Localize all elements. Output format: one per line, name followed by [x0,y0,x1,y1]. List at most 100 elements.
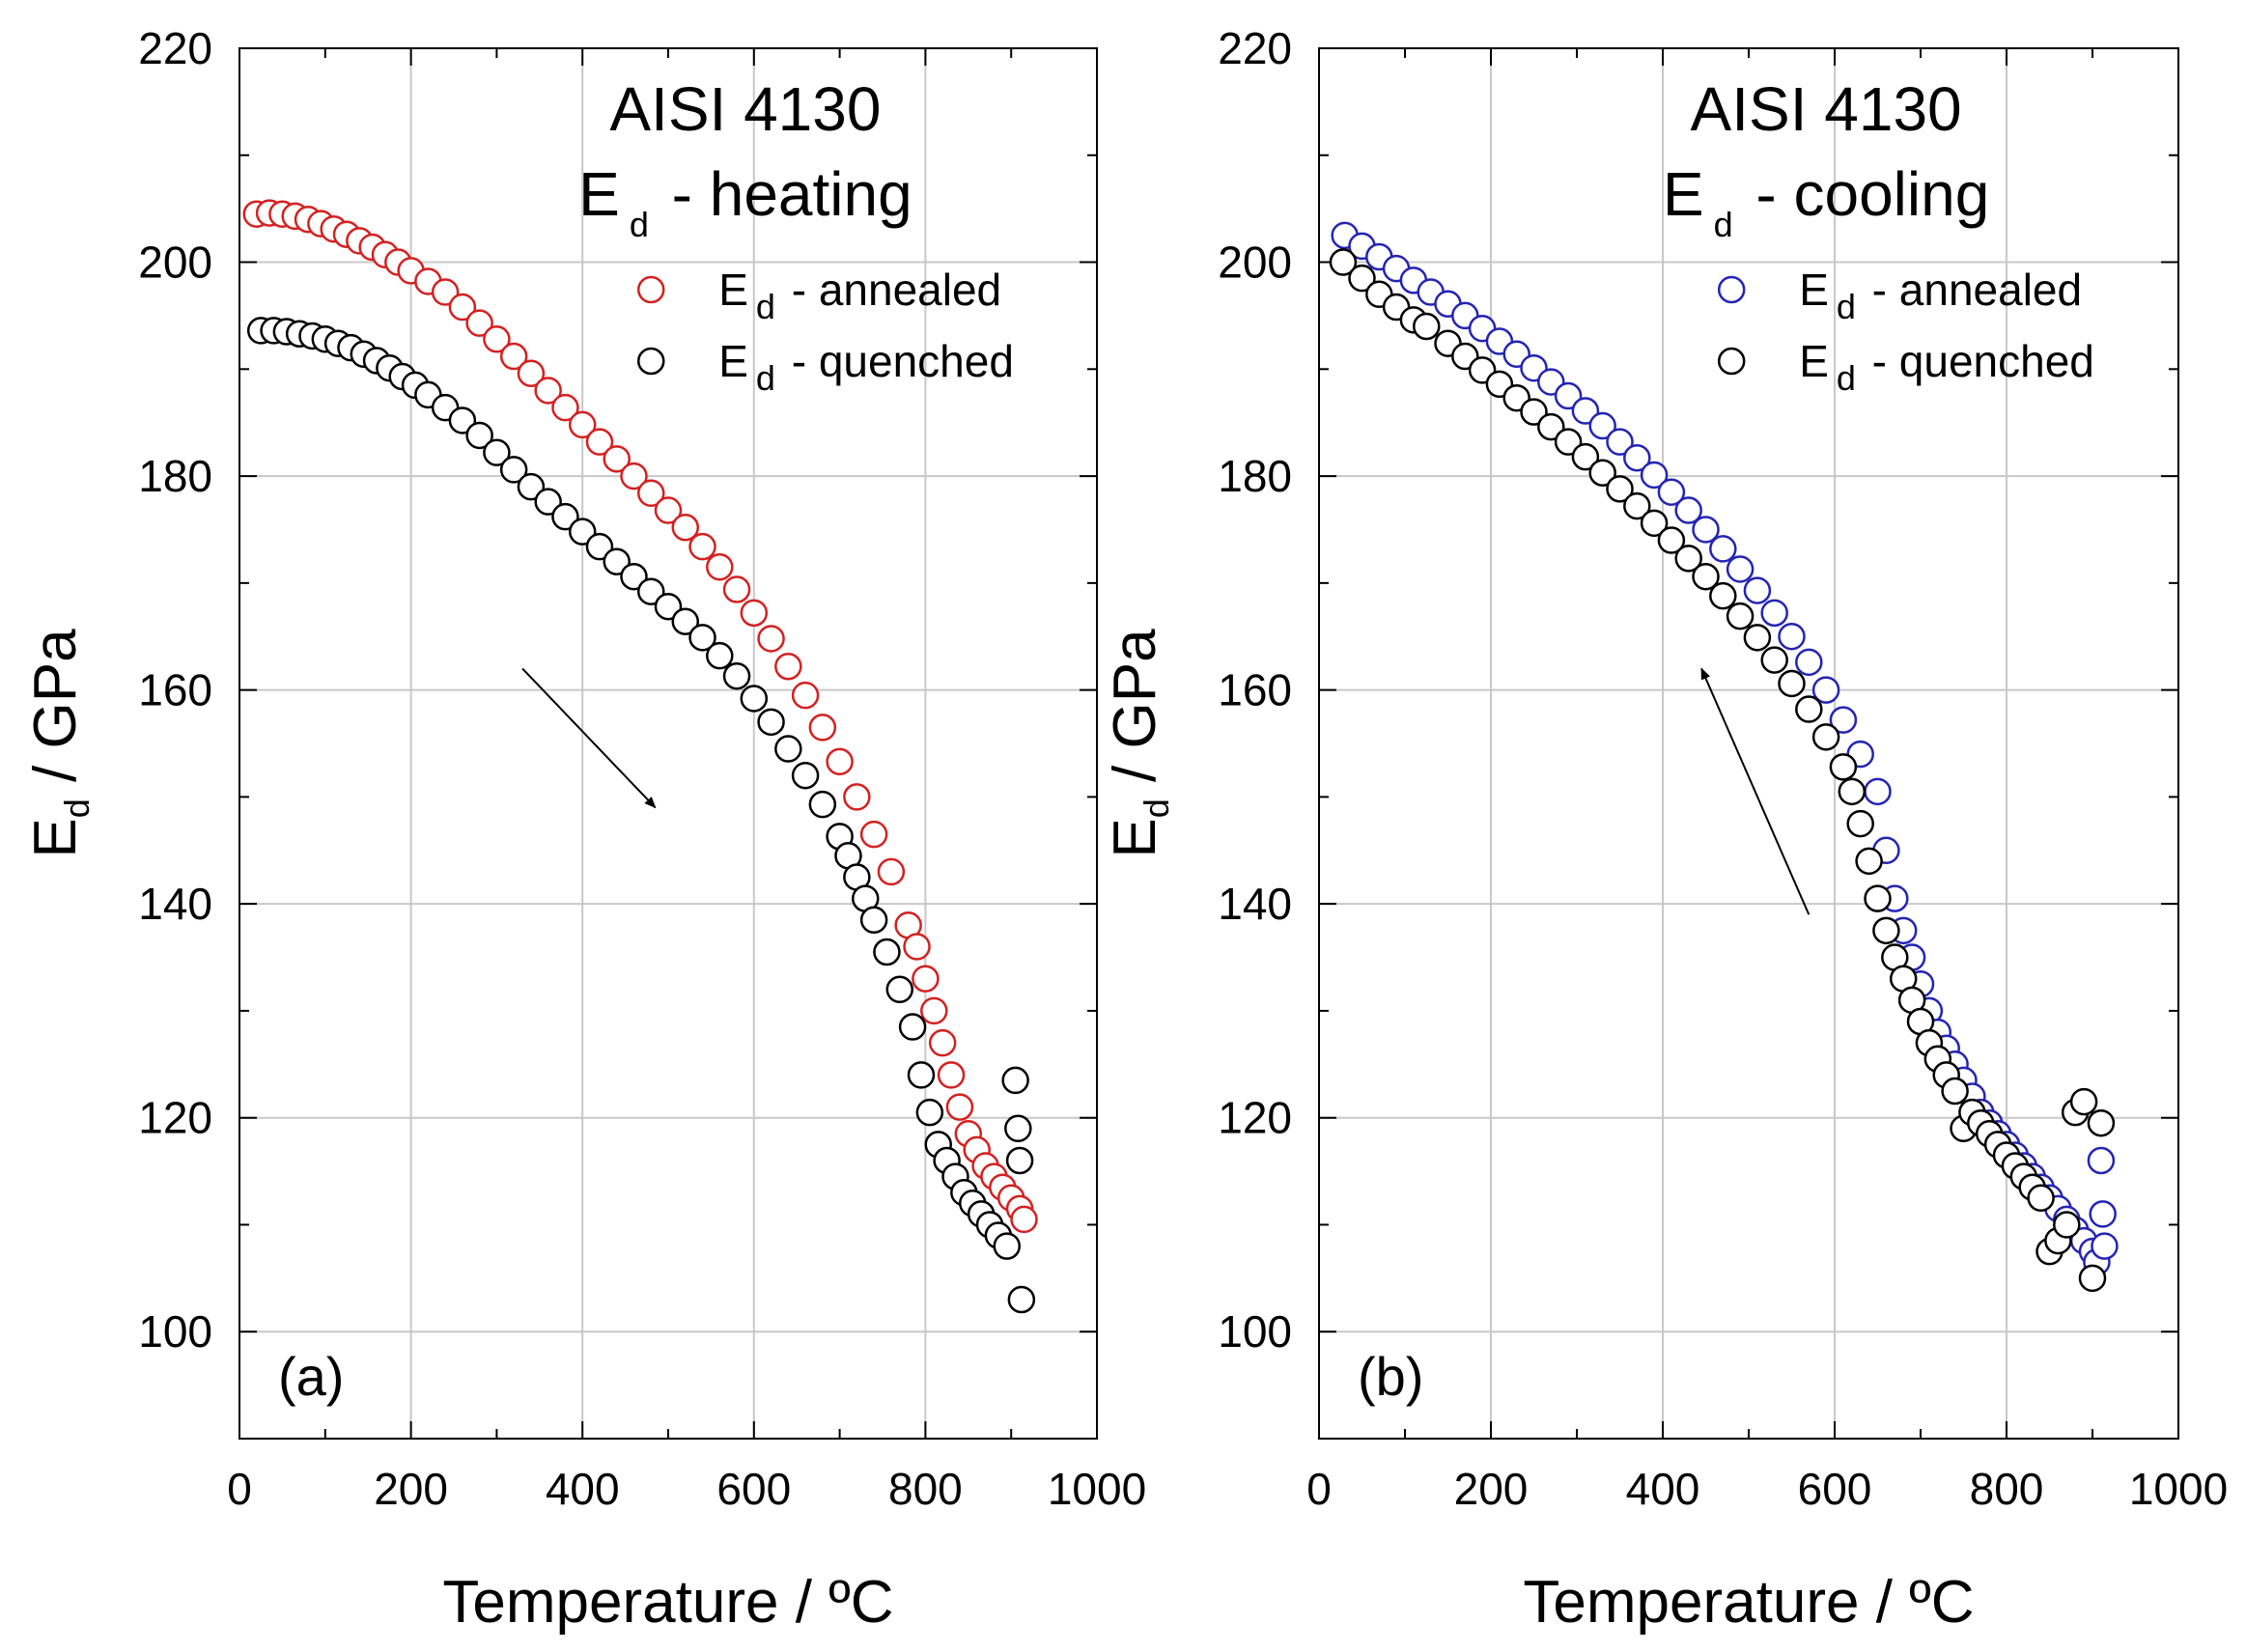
y-tick-label: 140 [1218,879,1292,929]
y-tick-label: 180 [1218,451,1292,501]
data-point [1623,491,1651,520]
data-point [671,607,700,635]
data-point [1010,1205,1038,1234]
data-point [873,938,901,966]
data-point [671,513,700,542]
data-point [1623,443,1651,472]
data-point [1941,1077,1969,1106]
legend-marker [636,275,665,304]
data-point [2069,1087,2098,1116]
data-point [774,735,802,763]
data-point [1778,669,1806,698]
data-point [903,933,931,961]
chart-title-line1: AISI 4130 [609,74,881,144]
data-point [907,1061,936,1089]
data-point [1855,847,1883,876]
data-point [1778,622,1806,651]
data-point [1743,576,1772,604]
data-point [2091,1232,2119,1260]
y-tick-label: 180 [138,451,212,501]
data-point [431,278,460,306]
data-point [808,790,837,819]
x-tick-label: 400 [1626,1464,1700,1514]
data-point [1571,442,1600,471]
series-annealed [242,199,1038,1234]
data-point [898,1013,927,1041]
data-point [774,652,802,681]
data-point [1657,526,1686,554]
x-tick-label: 200 [1454,1464,1529,1514]
data-point [568,518,597,546]
data-point [568,410,597,439]
legend-marker [636,347,665,376]
data-point [1709,535,1737,563]
data-point [1760,599,1788,628]
data-point [2078,1264,2107,1293]
data-point [1606,475,1634,503]
data-point [603,547,631,575]
data-point [706,552,734,581]
data-point [483,325,511,353]
data-point [1760,646,1788,674]
data-point [885,975,914,1004]
data-point [1726,555,1755,583]
data-point [1795,695,1823,723]
y-axis-title: Ed / GPa [22,629,97,858]
data-point [1348,264,1376,293]
series-quenched [1329,248,2116,1293]
y-tick-label: 140 [138,879,212,929]
data-point [1811,723,1840,751]
data-point [1657,478,1686,506]
data-point [636,479,665,508]
data-point [1692,516,1720,544]
data-point [1872,916,1900,945]
y-tick-label: 200 [1218,238,1292,288]
data-point [1588,459,1616,488]
y-tick-label: 220 [138,23,212,73]
y-tick-label: 120 [138,1093,212,1143]
panel-a: 0 200 400 600 800 1000 100 120 140 160 180 200 220 Te… [22,23,1146,1636]
data-point [1811,676,1840,704]
data-point [920,996,948,1025]
data-point [448,293,477,322]
x-tick-label: 600 [716,1464,791,1514]
x-axis-title: Temperature / ºC [1523,1569,1974,1636]
direction-arrow [1700,667,1811,915]
y-tick-label: 160 [138,665,212,715]
data-point [843,783,871,811]
data-point [688,532,716,561]
data-point [1537,412,1565,441]
x-tick-label: 0 [1306,1464,1332,1514]
data-point [654,592,683,621]
data-point [499,456,528,484]
data-point [2053,1211,2081,1239]
y-tick-label: 160 [1218,665,1292,715]
data-point [1674,496,1702,524]
x-tick-label: 800 [1970,1464,2044,1514]
y-axis-title: Ed / GPa [1102,629,1176,858]
data-point [620,462,648,490]
data-point [1004,1114,1032,1143]
data-point [808,714,837,742]
data-point [620,562,648,591]
data-point [1709,581,1737,610]
data-point [791,681,820,710]
data-point [740,685,769,713]
data-point [551,502,579,531]
data-point [1554,381,1583,410]
data-point [1829,706,1858,734]
data-point [1795,648,1823,677]
panel-tag: (b) [1358,1346,1423,1407]
x-tick-label: 0 [227,1464,252,1514]
y-tick-label: 100 [138,1306,212,1357]
data-point [499,342,528,371]
y-tick-label: 220 [1218,23,1292,73]
legend-marker [1717,275,1746,304]
x-tick-label: 400 [546,1464,620,1514]
